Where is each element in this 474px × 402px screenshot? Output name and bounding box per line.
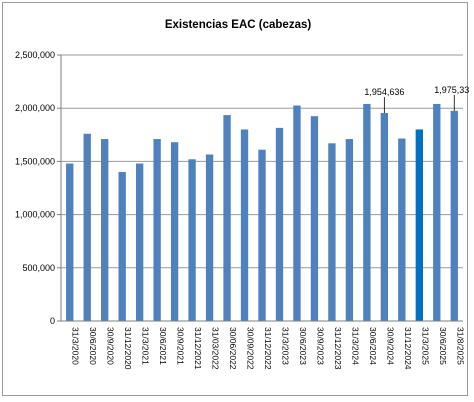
bar (258, 149, 266, 321)
bar (118, 172, 126, 321)
bar (153, 139, 161, 321)
x-tick-label: 30/9/2020 (106, 327, 116, 365)
x-tick-label: 31/12/2020 (123, 327, 133, 370)
x-tick-label: 31/12/2023 (333, 327, 343, 370)
bar (433, 103, 441, 321)
x-tick-label: 31/8/2025 (455, 327, 465, 365)
bar (380, 113, 389, 321)
x-tick-label: 31/03/2022 (211, 327, 221, 370)
x-tick-label: 31/3/2020 (71, 327, 81, 365)
chart-title: Existencias EAC (cabezas) (165, 19, 312, 31)
x-tick-label: 31/3/2024 (350, 327, 360, 365)
bar (66, 163, 74, 321)
y-tick-label: 500,000 (22, 263, 55, 273)
x-tick-label: 31/3/2021 (141, 327, 151, 365)
bar (101, 139, 109, 321)
x-tick-label: 31/12/2022 (263, 327, 273, 370)
chart-frame: Existencias EAC (cabezas) 0 500,000 1,000,… (2, 2, 469, 396)
data-labels: 1,954,636 1,975,339 (364, 85, 469, 114)
x-tick-label: 31/3/2023 (280, 327, 290, 365)
axes (60, 55, 463, 322)
x-tick-label: 30/6/2023 (298, 327, 308, 365)
bar-chart: Existencias EAC (cabezas) 0 500,000 1,000,… (15, 19, 469, 370)
bar (398, 138, 406, 321)
y-tick-label: 2,500,000 (15, 50, 55, 60)
bar (415, 129, 423, 321)
x-axis-ticks: 31/3/2020 30/6/2020 30/9/2020 31/12/2020 31/… (71, 327, 466, 370)
x-tick-label: 31/12/2024 (403, 327, 413, 370)
bar (205, 154, 214, 321)
bar (240, 129, 249, 321)
x-tick-label: 30/6/2024 (368, 327, 378, 365)
x-tick-label: 31/12/2021 (193, 327, 203, 370)
bar (83, 133, 91, 321)
y-axis-ticks: 0 500,000 1,000,000 1,500,000 2,000,000 2,500… (15, 50, 61, 326)
bar (363, 103, 371, 321)
bar (293, 105, 301, 321)
bars (66, 103, 458, 322)
data-label: 1,975,339 (434, 85, 469, 95)
bar (310, 116, 319, 322)
x-tick-label: 30/9/2024 (385, 327, 395, 365)
x-tick-label: 30/09/2022 (246, 327, 256, 370)
x-tick-label: 30/06/2022 (228, 327, 238, 370)
bar (188, 159, 196, 321)
bar (223, 115, 231, 321)
x-tick-label: 30/6/2021 (158, 327, 168, 365)
y-tick-label: 1,000,000 (15, 210, 55, 220)
bar (275, 127, 284, 321)
x-tick-label: 30/6/2020 (88, 327, 98, 365)
bar (450, 110, 458, 321)
y-tick-label: 0 (50, 316, 55, 326)
data-label: 1,954,636 (364, 87, 404, 97)
x-tick-label: 30/6/2025 (438, 327, 448, 365)
bar (170, 142, 179, 321)
bar (328, 143, 336, 321)
x-tick-label: 30/9/2021 (176, 327, 186, 365)
x-tick-label: 31/3/2025 (420, 327, 430, 365)
bar (135, 163, 144, 321)
y-tick-label: 1,500,000 (15, 156, 55, 166)
y-tick-label: 2,000,000 (15, 103, 55, 113)
bar (345, 139, 354, 321)
x-tick-label: 30/9/2023 (315, 327, 325, 365)
